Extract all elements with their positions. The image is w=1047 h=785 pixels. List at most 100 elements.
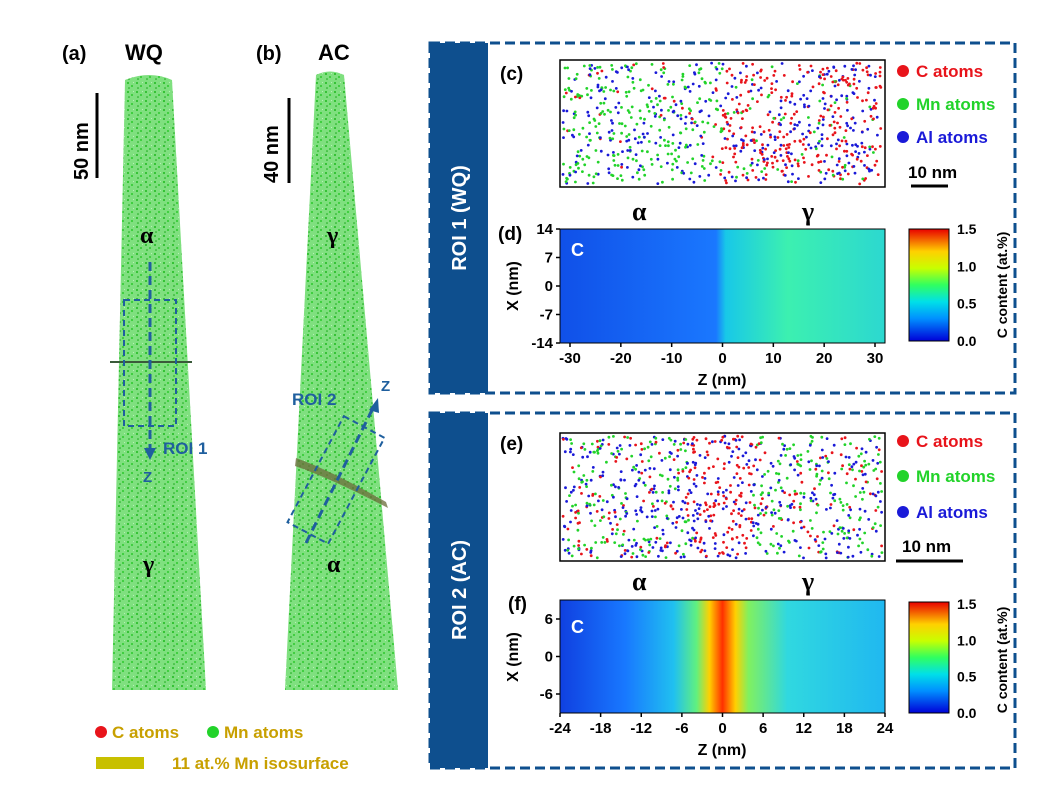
- atom-dot: [790, 152, 793, 156]
- atom-dot: [814, 467, 818, 471]
- atom-dot: [625, 135, 629, 138]
- atom-dot: [572, 488, 575, 492]
- atom-dot: [852, 129, 855, 132]
- atom-dot: [796, 462, 800, 466]
- atom-dot: [653, 526, 656, 529]
- atom-dot: [737, 447, 741, 451]
- atom-dot: [806, 450, 810, 453]
- atom-dot: [769, 527, 773, 531]
- atom-dot: [712, 465, 715, 468]
- phase-alpha-b: α: [327, 552, 341, 578]
- mn-atom-icon: [897, 470, 909, 482]
- atom-dot: [785, 447, 789, 451]
- atom-dot: [846, 77, 850, 80]
- atom-dot: [563, 88, 567, 91]
- atom-dot: [614, 70, 618, 73]
- atom-dot: [605, 538, 609, 541]
- atom-dot: [715, 67, 719, 71]
- atom-dot: [630, 454, 634, 458]
- atom-dot: [607, 511, 611, 515]
- atom-dot: [778, 462, 782, 466]
- atom-dot: [750, 517, 754, 521]
- atom-dot: [688, 90, 692, 93]
- atom-dot: [688, 143, 692, 147]
- atom-dot: [637, 177, 641, 181]
- atom-dot: [676, 454, 679, 458]
- atom-dot: [816, 126, 820, 130]
- atom-dot: [876, 461, 880, 465]
- atom-dot: [771, 120, 774, 124]
- atom-dot: [586, 110, 590, 114]
- atom-dot: [728, 129, 731, 133]
- atom-dot: [855, 86, 859, 90]
- atom-dot: [596, 439, 599, 443]
- atom-dot: [660, 108, 663, 112]
- atom-dot: [590, 546, 593, 550]
- atom-dot: [599, 475, 602, 479]
- atom-dot: [871, 526, 875, 529]
- atom-dot: [858, 518, 861, 522]
- atom-dot: [791, 529, 795, 533]
- atom-dot: [562, 437, 565, 441]
- atom-dot: [695, 474, 699, 477]
- atom-dot: [663, 96, 667, 100]
- atom-dot: [842, 537, 846, 540]
- atom-dot: [769, 133, 772, 137]
- atom-dot: [601, 474, 605, 478]
- atom-dot: [803, 103, 806, 107]
- atom-dot: [877, 555, 881, 558]
- atom-dot: [732, 132, 736, 136]
- atom-dot: [697, 507, 701, 510]
- atom-dot: [862, 490, 866, 494]
- atom-dot: [845, 536, 849, 540]
- atom-dot: [684, 496, 688, 499]
- atom-dot: [588, 73, 592, 77]
- atom-dot: [859, 550, 863, 554]
- atom-dot: [852, 77, 856, 81]
- colorbar-tick-label: 1.0: [957, 258, 977, 274]
- al-atom-icon: [897, 131, 909, 143]
- atom-dot: [684, 438, 688, 441]
- atom-dot: [594, 492, 597, 496]
- atom-dot: [599, 101, 603, 105]
- atom-dot: [648, 543, 652, 547]
- atom-dot: [861, 99, 864, 103]
- atom-dot: [664, 556, 668, 559]
- heatmap-f: [559, 599, 886, 714]
- atom-dot: [700, 77, 704, 81]
- atom-dot: [848, 467, 852, 471]
- atom-dot: [718, 486, 722, 489]
- atom-dot: [748, 472, 751, 475]
- atom-dot: [793, 489, 797, 493]
- atom-dot: [819, 478, 822, 482]
- atom-dot: [729, 117, 733, 120]
- atom-dot: [793, 123, 797, 126]
- atom-dot: [570, 554, 574, 558]
- atom-dot: [796, 454, 800, 457]
- atom-dot: [855, 61, 859, 65]
- atom-dot: [566, 66, 569, 70]
- atom-dot: [721, 109, 725, 112]
- atom-dot: [673, 439, 677, 443]
- atom-dot: [874, 529, 878, 533]
- atom-dot: [880, 490, 883, 493]
- atom-dot: [687, 476, 691, 480]
- atom-dot: [588, 132, 591, 136]
- atom-dot: [627, 133, 631, 136]
- atom-dot: [652, 105, 655, 109]
- atom-dot: [610, 483, 613, 487]
- legend-e-c: C atoms: [916, 432, 983, 451]
- atom-dot: [790, 116, 793, 120]
- atom-dot: [562, 136, 565, 140]
- atom-dot: [799, 97, 802, 101]
- c-atom-icon: [897, 435, 909, 447]
- atom-dot: [821, 547, 825, 551]
- atom-dot: [864, 463, 868, 467]
- atom-dot: [706, 121, 710, 125]
- atom-dot: [847, 545, 850, 549]
- x-tick-label: 10: [765, 350, 782, 367]
- atom-dot: [602, 101, 606, 105]
- atom-dot: [676, 476, 680, 480]
- atom-dot: [585, 478, 589, 482]
- atom-dot: [650, 63, 654, 66]
